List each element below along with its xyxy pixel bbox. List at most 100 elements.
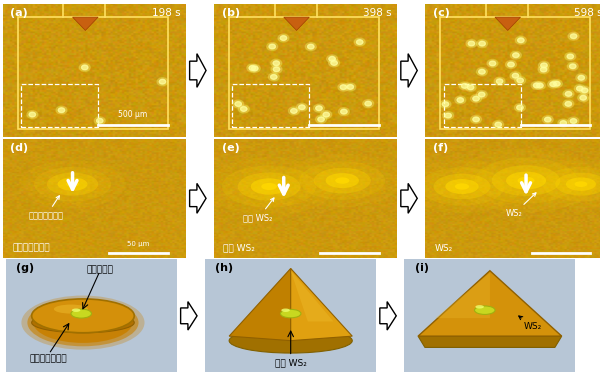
Circle shape [495, 122, 502, 127]
Text: (d): (d) [10, 143, 28, 153]
Ellipse shape [66, 181, 79, 187]
Ellipse shape [326, 173, 359, 188]
Circle shape [235, 102, 241, 106]
Ellipse shape [335, 177, 349, 184]
Circle shape [308, 44, 314, 49]
Text: (e): (e) [221, 143, 239, 153]
Circle shape [79, 64, 90, 71]
Circle shape [515, 76, 526, 84]
Ellipse shape [32, 312, 134, 333]
Circle shape [316, 115, 326, 123]
Ellipse shape [47, 173, 98, 196]
Ellipse shape [229, 328, 352, 353]
Circle shape [541, 67, 547, 72]
Circle shape [473, 117, 479, 122]
Circle shape [496, 79, 503, 83]
Circle shape [533, 83, 540, 88]
Circle shape [318, 117, 325, 122]
Circle shape [517, 105, 523, 110]
Polygon shape [290, 271, 334, 321]
FancyArrow shape [401, 54, 417, 87]
Ellipse shape [203, 157, 335, 216]
Polygon shape [229, 268, 290, 341]
Circle shape [280, 36, 287, 41]
Circle shape [470, 95, 482, 103]
Circle shape [251, 66, 258, 71]
Circle shape [445, 113, 451, 118]
FancyArrow shape [190, 183, 206, 213]
Text: WS₂: WS₂ [434, 244, 453, 253]
Circle shape [316, 106, 322, 111]
Circle shape [289, 107, 299, 115]
Circle shape [82, 65, 88, 70]
Ellipse shape [517, 177, 535, 184]
Circle shape [347, 85, 353, 89]
Ellipse shape [71, 309, 91, 318]
Ellipse shape [281, 308, 290, 312]
Text: WS₂: WS₂ [506, 193, 536, 218]
Ellipse shape [433, 174, 491, 199]
Circle shape [338, 83, 349, 91]
Ellipse shape [28, 299, 139, 346]
Circle shape [538, 61, 550, 69]
Circle shape [565, 102, 572, 106]
Polygon shape [73, 17, 98, 30]
Circle shape [238, 105, 249, 113]
Circle shape [576, 74, 587, 82]
Circle shape [362, 100, 374, 108]
Circle shape [249, 65, 256, 70]
Circle shape [354, 38, 365, 46]
Text: 500 μm: 500 μm [118, 110, 148, 119]
Circle shape [508, 62, 514, 67]
Text: 前駆体液だまり: 前駆体液だまり [30, 354, 68, 363]
Circle shape [58, 108, 65, 112]
FancyArrow shape [181, 302, 197, 330]
Circle shape [442, 102, 449, 106]
Circle shape [563, 100, 574, 108]
Circle shape [558, 119, 569, 127]
Polygon shape [418, 271, 562, 336]
Ellipse shape [475, 305, 484, 308]
Circle shape [273, 67, 280, 72]
Ellipse shape [58, 177, 88, 191]
Circle shape [578, 75, 584, 80]
Circle shape [565, 91, 572, 96]
Circle shape [514, 103, 526, 112]
Circle shape [479, 41, 485, 46]
Circle shape [476, 91, 487, 99]
FancyArrow shape [190, 54, 206, 87]
Ellipse shape [251, 178, 287, 195]
Ellipse shape [19, 160, 126, 208]
Circle shape [331, 61, 337, 65]
Circle shape [468, 41, 475, 46]
Circle shape [233, 100, 244, 108]
Circle shape [538, 65, 549, 74]
Circle shape [563, 90, 574, 98]
Bar [17, 17, 168, 129]
Circle shape [467, 85, 474, 90]
Text: 核発生中心: 核発生中心 [86, 265, 113, 274]
Circle shape [97, 118, 103, 123]
Circle shape [494, 77, 505, 85]
Circle shape [544, 117, 551, 122]
Polygon shape [290, 268, 352, 341]
Circle shape [551, 80, 562, 88]
Text: (f): (f) [433, 143, 448, 153]
Circle shape [506, 61, 517, 68]
Ellipse shape [419, 167, 505, 206]
Circle shape [473, 96, 479, 101]
FancyArrow shape [380, 302, 396, 330]
Circle shape [268, 73, 279, 81]
Text: WS₂: WS₂ [519, 316, 542, 331]
Circle shape [29, 112, 35, 117]
Circle shape [313, 104, 325, 112]
Text: 198 s: 198 s [152, 8, 181, 18]
Ellipse shape [527, 160, 600, 208]
Ellipse shape [283, 154, 402, 207]
Ellipse shape [475, 158, 577, 203]
Circle shape [329, 59, 340, 67]
Circle shape [326, 55, 338, 63]
Bar [22, 84, 98, 127]
FancyArrow shape [181, 302, 197, 330]
Ellipse shape [475, 306, 495, 314]
